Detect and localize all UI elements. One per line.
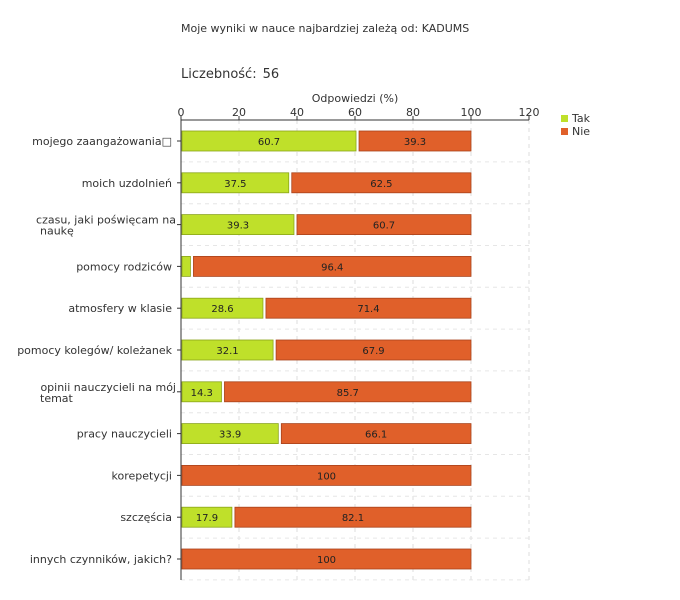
- bar-tak: [181, 255, 191, 277]
- bar-nie: [181, 464, 472, 486]
- bar-nie: [358, 130, 472, 152]
- bar-label-nie: 67.9: [362, 346, 384, 357]
- category-label: moich uzdolnień: [82, 177, 172, 190]
- legend-swatch-nie: [561, 128, 568, 135]
- bar-label-nie: 62.5: [370, 179, 392, 190]
- bar-label-tak: 17.9: [196, 513, 218, 524]
- bar-nie: [265, 297, 472, 319]
- category-label: pracy nauczycieli: [77, 428, 172, 441]
- bar-tak: [181, 130, 357, 152]
- bar-label-nie: 71.4: [357, 304, 379, 315]
- bar-label-tak: 33.9: [219, 430, 241, 441]
- x-axis-title: Odpowiedzi (%): [312, 92, 399, 105]
- bar-tak: [181, 297, 264, 319]
- category-label: mojego zaangażowania□: [32, 135, 172, 148]
- category-label: innych czynników, jakich?: [30, 553, 172, 566]
- category-label: korepetycji: [112, 469, 173, 482]
- bar-label-tak: 39.3: [227, 221, 249, 232]
- bar-label-tak: 60.7: [258, 137, 280, 148]
- x-tick-label: 100: [461, 106, 482, 119]
- bar-tak: [181, 381, 222, 403]
- bar-label-tak: 37.5: [224, 179, 246, 190]
- x-tick-label: 0: [178, 106, 185, 119]
- x-tick-label: 20: [232, 106, 246, 119]
- bar-label-tak: 28.6: [211, 304, 233, 315]
- legend-swatch-tak: [561, 115, 568, 122]
- page-title: Moje wyniki w nauce najbardziej zależą o…: [181, 22, 470, 35]
- category-label: pomocy rodziców: [76, 260, 172, 273]
- bar-label-tak: 32.1: [216, 346, 238, 357]
- legend-label-nie: Nie: [572, 125, 590, 138]
- sample-size-label: Liczebność:: [181, 67, 257, 82]
- legend-label-tak: Tak: [571, 112, 591, 125]
- sample-size: Liczebność: 56: [181, 67, 285, 82]
- bar-label-nie: 100: [317, 471, 336, 482]
- category-label: opinii nauczycieli na mój temat: [40, 381, 176, 405]
- bar-label-nie: 100: [317, 555, 336, 566]
- bar-tak: [181, 172, 290, 194]
- bar-tak: [181, 214, 295, 236]
- x-tick-label: 60: [348, 106, 362, 119]
- category-label: czasu, jaki poświęcam na naukę: [36, 214, 176, 238]
- bar-tak: [181, 423, 279, 445]
- sample-size-value: 56: [262, 67, 280, 82]
- category-label: szczęścia: [120, 511, 172, 524]
- bar-label-nie: 82.1: [342, 513, 364, 524]
- bar-tak: [181, 506, 233, 528]
- bar-nie: [224, 381, 472, 403]
- bar-nie: [181, 548, 472, 570]
- category-label: atmosfery w klasie: [68, 302, 172, 315]
- bar-nie: [280, 423, 472, 445]
- bar-label-nie: 39.3: [404, 137, 426, 148]
- bar-nie: [291, 172, 472, 194]
- bar-nie: [234, 506, 472, 528]
- bar-label-nie: 96.4: [321, 262, 343, 273]
- x-tick-label: 120: [519, 106, 540, 119]
- bar-nie: [296, 214, 472, 236]
- x-tick-label: 40: [290, 106, 304, 119]
- category-label: pomocy kolegów/ koleżanek: [17, 344, 172, 357]
- bar-label-tak: 14.3: [191, 388, 213, 399]
- bar-label-nie: 60.7: [373, 221, 395, 232]
- bar-nie: [275, 339, 472, 361]
- bar-nie: [193, 255, 472, 277]
- bar-tak: [181, 339, 274, 361]
- x-tick-label: 80: [406, 106, 420, 119]
- bar-label-nie: 85.7: [337, 388, 359, 399]
- bar-label-nie: 66.1: [365, 430, 387, 441]
